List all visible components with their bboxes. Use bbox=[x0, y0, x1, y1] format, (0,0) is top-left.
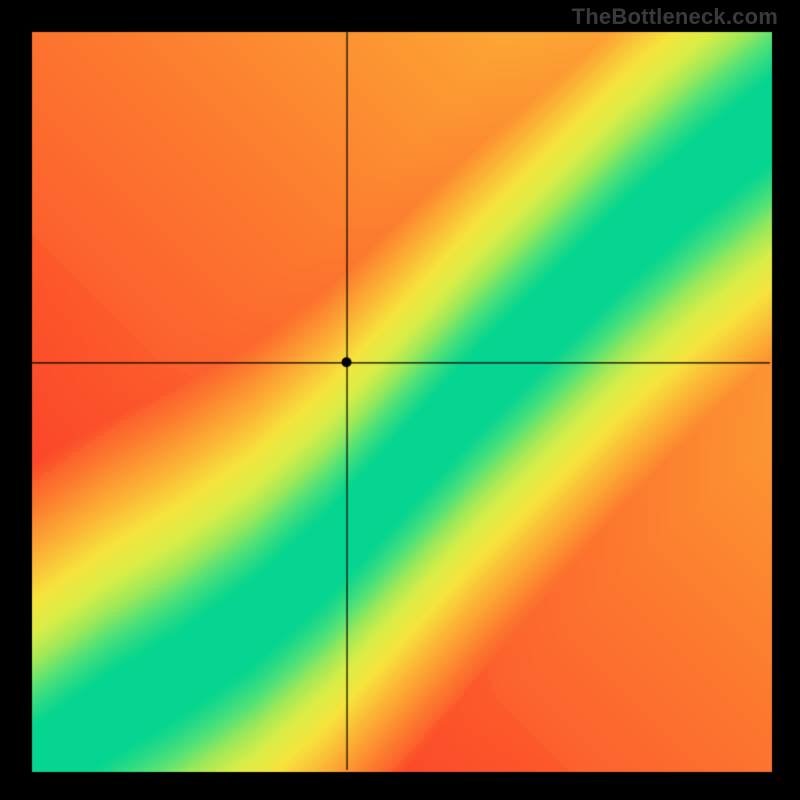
chart-container: TheBottleneck.com bbox=[0, 0, 800, 800]
watermark-text: TheBottleneck.com bbox=[572, 4, 778, 30]
crosshair-overlay bbox=[0, 0, 800, 800]
